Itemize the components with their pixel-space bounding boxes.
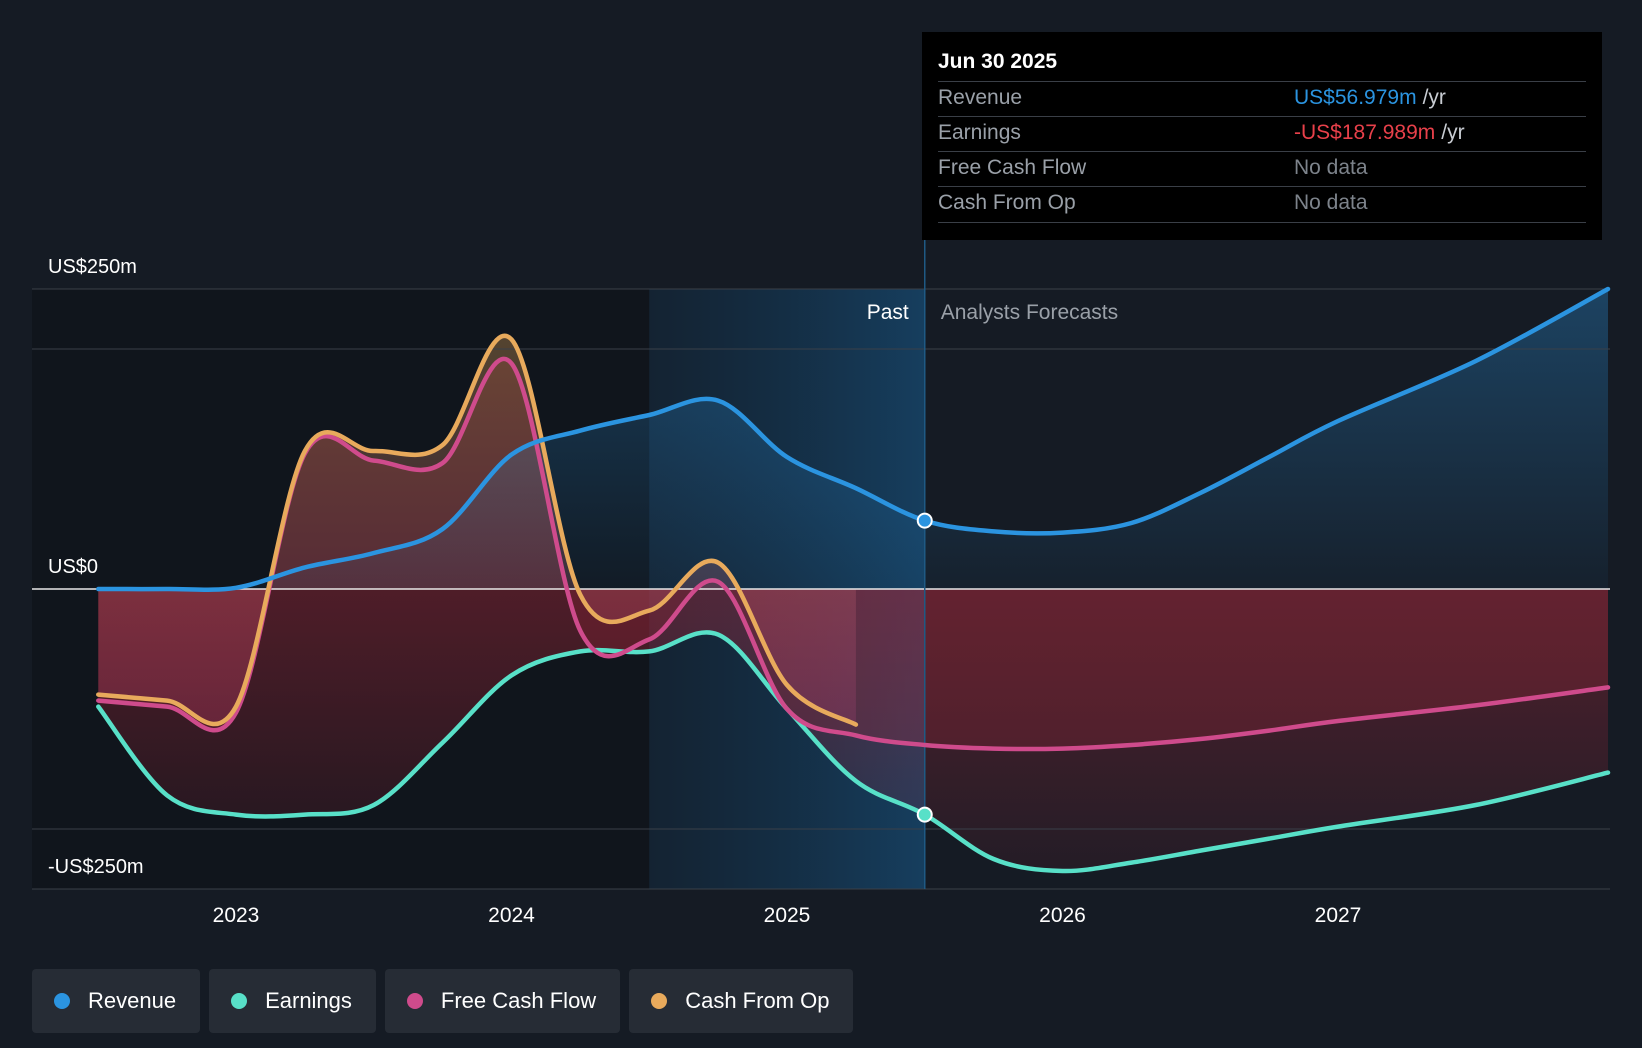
tooltip-value: US$56.979m/yr — [1294, 86, 1446, 109]
tooltip-row-revenue: Revenue US$56.979m/yr — [938, 81, 1586, 117]
x-tick-label: 2024 — [488, 904, 535, 927]
legend-item-free-cash-flow[interactable]: Free Cash Flow — [384, 969, 621, 1033]
tooltip-date: Jun 30 2025 — [938, 50, 1058, 73]
revenue-area — [98, 289, 1608, 590]
tooltip-label: Cash From Op — [938, 191, 1076, 214]
tooltip-label: Revenue — [938, 86, 1023, 109]
tooltip-label: Earnings — [938, 121, 1021, 144]
legend-dot-icon — [651, 993, 668, 1009]
legend-item-revenue[interactable]: Revenue — [32, 969, 201, 1033]
series-line-cash-from-op — [96, 333, 859, 727]
tooltip-panel: Jun 30 2025 Revenue US$56.979m/yr Earnin… — [922, 32, 1602, 240]
tooltip-value: -US$187.989m/yr — [1294, 121, 1465, 144]
series-line-revenue — [96, 286, 1611, 592]
legend-item-cash-from-op[interactable]: Cash From Op — [629, 969, 854, 1033]
forecast-region-label: Analysts Forecasts — [941, 301, 1118, 324]
legend-dot-icon — [406, 993, 423, 1009]
legend-dot-icon — [231, 993, 248, 1009]
legend-label: Earnings — [265, 988, 352, 1013]
legend-label: Free Cash Flow — [440, 988, 597, 1013]
x-tick-label: 2027 — [1315, 904, 1362, 927]
legend-label: Revenue — [88, 988, 177, 1013]
legend-label: Cash From Op — [685, 988, 830, 1013]
past-region-label: Past — [867, 301, 909, 324]
legend: Revenue Earnings Free Cash Flow Cash Fro… — [32, 969, 854, 1033]
tooltip-label: Free Cash Flow — [938, 156, 1087, 179]
highlight-marker-earnings — [916, 806, 933, 823]
y-axis-label: US$0 — [48, 556, 98, 578]
y-axis-label: US$250m — [48, 256, 137, 278]
highlight-marker-revenue — [916, 512, 933, 529]
tooltip-row-free-cash-flow: Free Cash Flow No data — [938, 151, 1586, 187]
x-tick-label: 2025 — [764, 904, 811, 927]
x-tick-label: 2023 — [213, 904, 260, 927]
tooltip-value: No data — [1294, 156, 1368, 179]
tooltip-value: No data — [1294, 191, 1368, 214]
x-tick-label: 2026 — [1039, 904, 1086, 927]
legend-item-earnings[interactable]: Earnings — [209, 969, 376, 1033]
tooltip-row-earnings: Earnings -US$187.989m/yr — [938, 116, 1586, 152]
legend-dot-icon — [54, 993, 70, 1009]
tooltip-row-cash-from-op: Cash From Op No data — [938, 186, 1586, 223]
y-axis-label: -US$250m — [48, 856, 144, 878]
earnings-area — [98, 589, 1608, 872]
